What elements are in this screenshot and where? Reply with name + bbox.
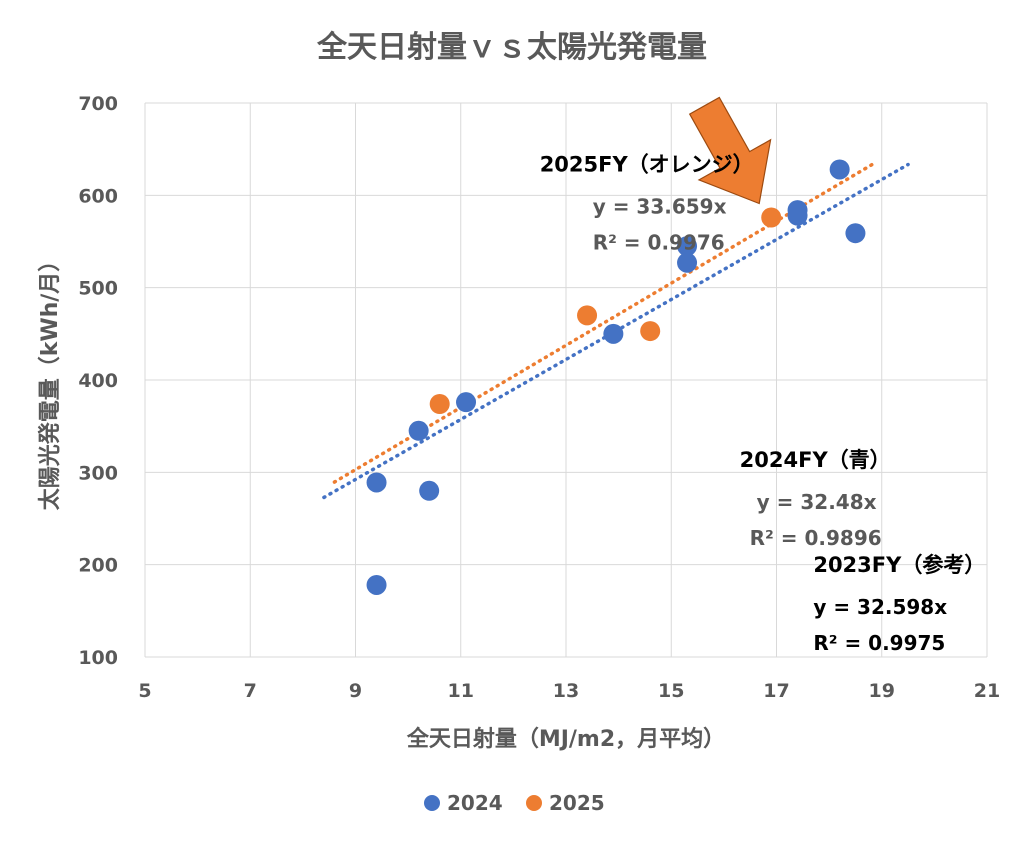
data-points xyxy=(366,159,866,595)
y-axis-ticks: 100 200 300 400 500 600 700 xyxy=(78,93,118,669)
annotation-r2: R² = 0.9975 xyxy=(813,631,945,655)
legend: 2024 2025 xyxy=(424,791,605,815)
highlight-arrow xyxy=(688,96,772,205)
y-tick-label: 400 xyxy=(78,370,118,392)
x-axis-label: 全天日射量（MJ/m2，月平均） xyxy=(406,726,725,752)
annotation-heading: 2023FY（参考） xyxy=(813,553,985,577)
grid-lines xyxy=(144,102,988,658)
x-tick-label: 17 xyxy=(763,680,789,702)
y-tick-label: 100 xyxy=(78,647,118,669)
annotation-r2: R² = 0.9896 xyxy=(750,526,882,550)
point-2025 xyxy=(640,321,661,342)
legend-label: 2025 xyxy=(549,791,605,815)
annotation-equation: y = 32.598x xyxy=(813,595,947,619)
point-2024 xyxy=(829,159,850,180)
y-tick-label: 500 xyxy=(78,278,118,300)
point-2024 xyxy=(787,200,808,221)
y-axis-label: 太陽光発電量（kWh/月） xyxy=(38,250,63,511)
x-tick-label: 19 xyxy=(869,680,895,702)
x-tick-label: 7 xyxy=(244,680,257,702)
y-tick-label: 300 xyxy=(78,462,118,484)
point-2024 xyxy=(845,223,866,244)
x-tick-label: 15 xyxy=(658,680,684,702)
x-tick-label: 5 xyxy=(138,680,151,702)
point-2024 xyxy=(456,392,477,413)
point-2024 xyxy=(677,252,698,273)
x-tick-label: 9 xyxy=(349,680,362,702)
point-2025 xyxy=(761,207,782,228)
annotation-equation: y = 33.659x xyxy=(593,194,727,218)
point-2024 xyxy=(603,323,624,344)
annotation-heading: 2025FY（オレンジ） xyxy=(540,152,754,176)
arrow-shape xyxy=(688,96,772,205)
y-tick-label: 600 xyxy=(78,185,118,207)
x-tick-label: 21 xyxy=(974,680,1000,702)
point-2024 xyxy=(366,472,387,493)
point-2024 xyxy=(677,236,698,257)
y-tick-label: 700 xyxy=(78,93,118,115)
point-2025 xyxy=(577,305,598,326)
x-axis-ticks: 5 7 9 11 13 15 17 19 21 xyxy=(138,680,1000,702)
annotation-heading: 2024FY（青） xyxy=(740,448,891,472)
point-2024 xyxy=(408,420,429,441)
y-tick-label: 200 xyxy=(78,555,118,577)
point-2024 xyxy=(419,480,440,501)
point-2024 xyxy=(366,574,387,595)
x-tick-label: 13 xyxy=(553,680,579,702)
trendline-annotations: 2025FY（オレンジ） y = 33.659x R² = 0.9976 2024FY… xyxy=(540,152,986,655)
annotation-r2: R² = 0.9976 xyxy=(593,230,725,254)
annotation-equation: y = 32.48x xyxy=(757,490,877,514)
x-tick-label: 11 xyxy=(448,680,474,702)
point-2025 xyxy=(429,394,450,415)
legend-label: 2024 xyxy=(447,791,503,815)
legend-marker-2025 xyxy=(526,795,542,811)
legend-marker-2024 xyxy=(424,795,440,811)
chart-title: 全天日射量ｖｓ太陽光発電量 xyxy=(316,30,707,65)
